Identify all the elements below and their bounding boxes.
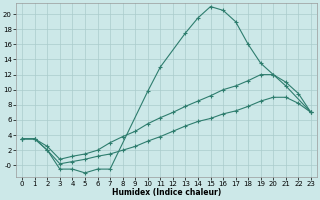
- X-axis label: Humidex (Indice chaleur): Humidex (Indice chaleur): [112, 188, 221, 197]
